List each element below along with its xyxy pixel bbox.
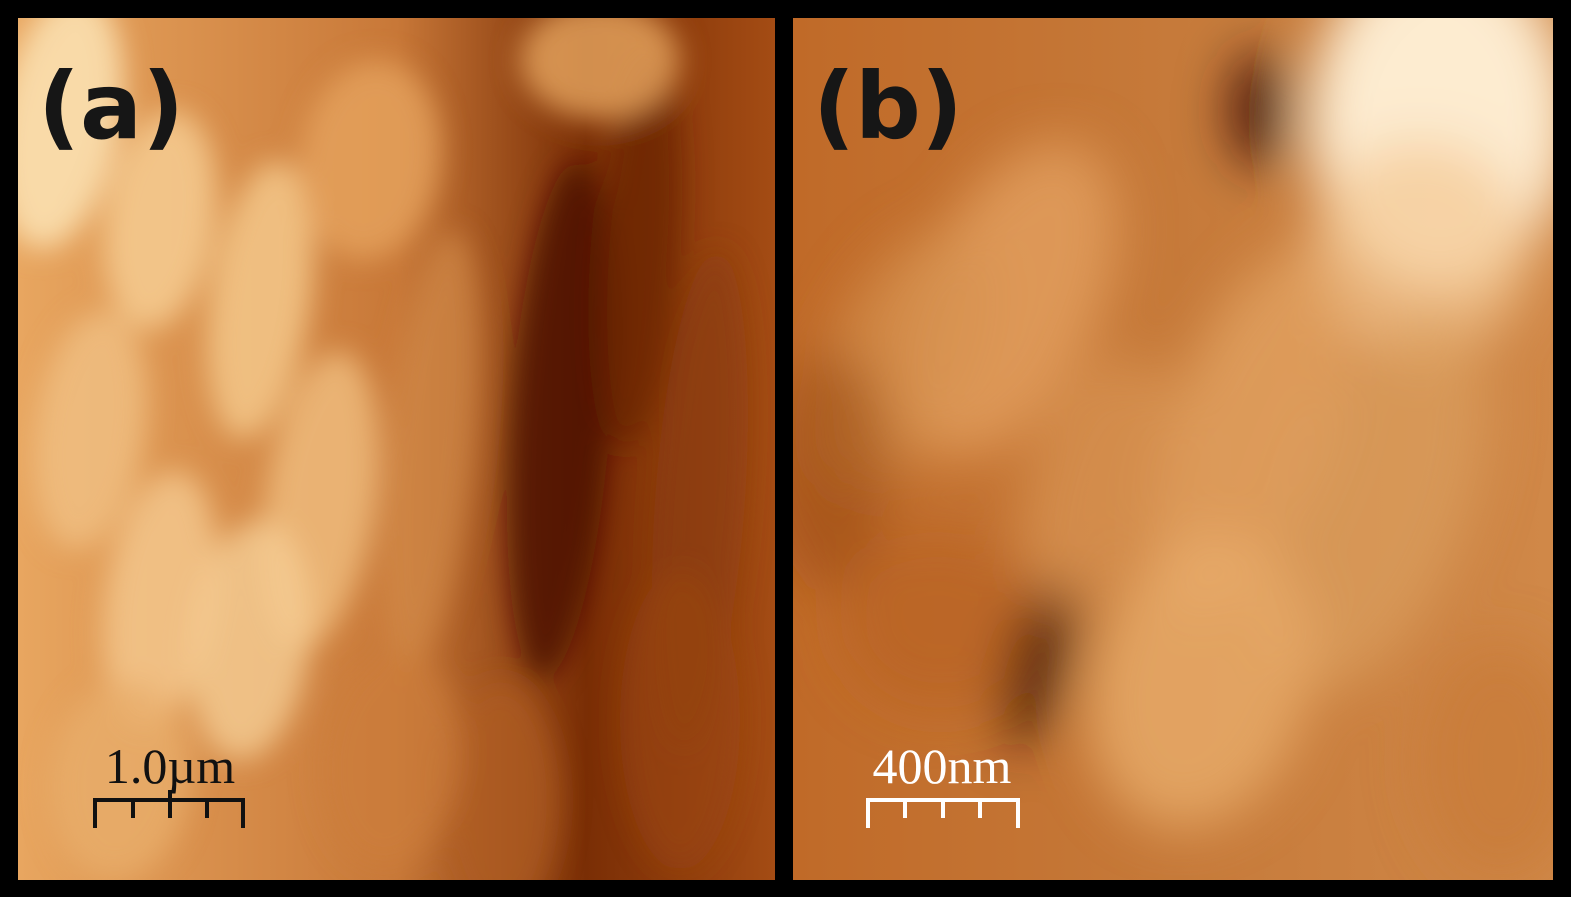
figure: (a) (b) 1.0µm 400nm bbox=[0, 0, 1571, 897]
body: (a) (b) 1.0µm 400nm (() => { const data … bbox=[0, 0, 1571, 897]
scale-bar-label: 400nm bbox=[873, 738, 1012, 794]
grain bbox=[520, 0, 680, 120]
grain bbox=[1230, 50, 1290, 170]
panel-label: (b) bbox=[813, 53, 963, 160]
scale-bar-label: 1.0µm bbox=[105, 738, 235, 794]
panel-label: (a) bbox=[38, 53, 184, 160]
grain bbox=[620, 570, 740, 870]
page: AFM images {"panels": [{"label": "(a)", … bbox=[0, 0, 1571, 897]
